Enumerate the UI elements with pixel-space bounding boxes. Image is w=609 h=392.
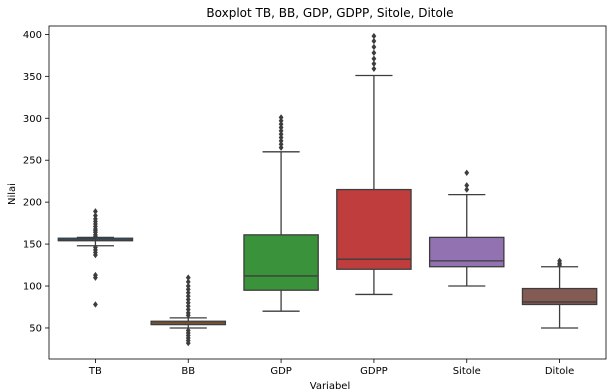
- y-tick-label: 250: [23, 156, 42, 167]
- outlier-point: [371, 37, 377, 45]
- outlier-point: [278, 141, 284, 148]
- box-ditole: [521, 287, 598, 306]
- y-axis-label: Nilai: [7, 183, 18, 205]
- x-tick-label: TB: [88, 366, 102, 377]
- outlier-point: [371, 43, 377, 51]
- outlier-point: [371, 65, 377, 72]
- y-tick-label: 50: [29, 323, 42, 334]
- outlier-point: [371, 49, 377, 57]
- outlier-point: [278, 137, 284, 145]
- y-tick-label: 300: [23, 114, 42, 125]
- outlier-point: [185, 286, 191, 293]
- box-sitole: [428, 236, 505, 268]
- y-tick-label: 150: [23, 240, 42, 251]
- outlier-point: [278, 117, 284, 124]
- outlier-point: [464, 182, 470, 189]
- outlier-point: [278, 114, 284, 121]
- outlier-point: [371, 60, 377, 67]
- y-tick-label: 100: [23, 282, 42, 293]
- x-tick-label: Sitole: [453, 366, 481, 377]
- y-tick-label: 200: [23, 198, 42, 209]
- outlier-point: [185, 302, 191, 310]
- outlier-point: [93, 233, 98, 240]
- outlier-point: [185, 282, 191, 290]
- x-axis-label: Variabel: [310, 381, 351, 392]
- chart-title: Boxplot TB, BB, GDP, GDPP, Sitole, Ditol…: [206, 6, 453, 20]
- outlier-point: [278, 124, 284, 131]
- outlier-point: [93, 251, 98, 259]
- y-tick-label: 400: [23, 30, 42, 41]
- outlier-point: [278, 131, 284, 138]
- box-gdp: [243, 234, 319, 291]
- x-tick-label: GDPP: [360, 366, 388, 377]
- outlier-point: [185, 278, 191, 286]
- outlier-point: [185, 339, 191, 347]
- outlier-point: [371, 32, 377, 40]
- outlier-point: [93, 212, 98, 219]
- plot-frame: [48, 25, 607, 360]
- outlier-point: [278, 134, 284, 141]
- outlier-point: [185, 306, 191, 313]
- outlier-point: [185, 312, 191, 319]
- outlier-point: [185, 296, 191, 303]
- x-tick-label: Ditole: [545, 366, 574, 377]
- x-tick-label: BB: [181, 366, 195, 377]
- outlier-point: [464, 169, 470, 176]
- outlier-point: [93, 208, 98, 215]
- outlier-point: [185, 299, 191, 307]
- outlier-point: [93, 301, 98, 308]
- x-tick-label: GDP: [270, 366, 291, 377]
- outlier-point: [93, 274, 98, 281]
- outlier-point: [371, 55, 377, 62]
- box-gdpp: [336, 188, 412, 270]
- outlier-point: [278, 127, 284, 135]
- outlier-point: [185, 292, 191, 300]
- outlier-point: [185, 289, 191, 296]
- plot-area: 50 100 150 200 250 300 350 400 TB BB GDP GDPP Sitole…: [23, 25, 607, 377]
- outlier-point: [278, 144, 284, 151]
- outlier-point: [278, 120, 284, 128]
- outlier-point: [185, 274, 191, 281]
- outlier-point: [464, 186, 470, 193]
- y-tick-label: 350: [23, 72, 42, 83]
- outlier-point: [557, 261, 562, 269]
